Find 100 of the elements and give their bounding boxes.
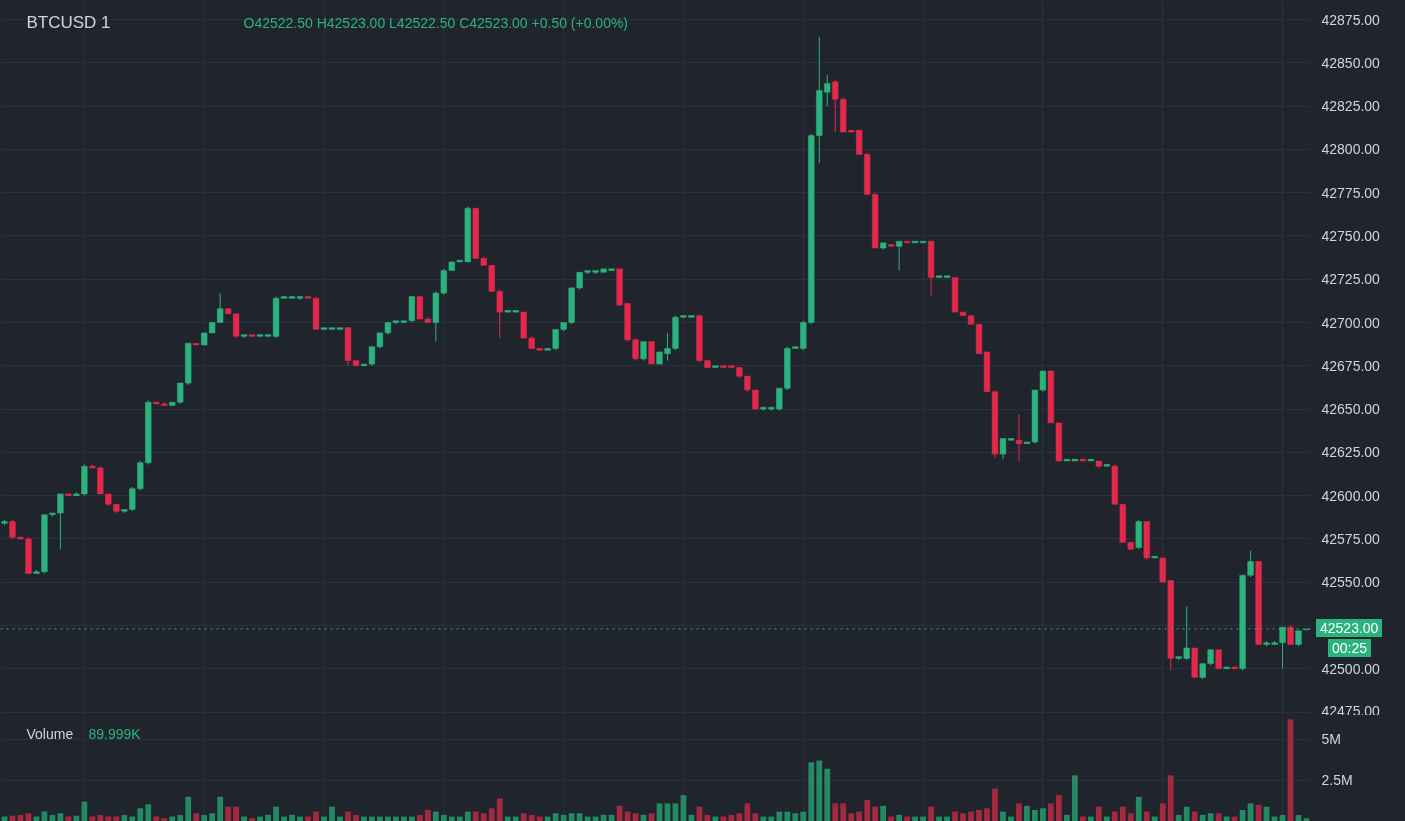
bar [1040, 808, 1046, 821]
y-tick-label: 42875.00 [1321, 11, 1381, 28]
bar [744, 803, 751, 821]
bar [856, 811, 863, 821]
bar [233, 806, 240, 821]
y-tick-label: 42600.00 [1321, 487, 1381, 504]
bar [137, 808, 144, 821]
y-tick-label: 42775.00 [1321, 184, 1381, 201]
bar [880, 805, 887, 821]
bar [1064, 814, 1070, 821]
bar [736, 813, 743, 821]
y-tick-label: 42650.00 [1321, 401, 1381, 418]
bar [129, 816, 136, 821]
bar [952, 811, 958, 821]
bar [345, 811, 351, 821]
bar [1167, 775, 1174, 821]
bar [1159, 803, 1166, 821]
bar [472, 811, 479, 821]
bar [121, 814, 128, 821]
bar [552, 813, 559, 821]
bar [209, 813, 216, 821]
bar [217, 796, 224, 821]
bar [768, 816, 775, 821]
bar [1087, 816, 1094, 821]
bar [544, 816, 551, 821]
bar [377, 816, 383, 821]
annotation: 89.999K [88, 725, 142, 742]
bar [488, 808, 495, 821]
bar [361, 816, 367, 821]
bar [1303, 818, 1310, 821]
bar [89, 816, 96, 821]
bar [281, 816, 287, 821]
y-tick-label: 42800.00 [1321, 141, 1381, 158]
bar [177, 814, 184, 821]
bar [512, 816, 519, 821]
bar [784, 811, 791, 821]
candlestick [896, 240, 903, 272]
bar [1191, 811, 1198, 821]
bar [800, 811, 807, 821]
bar [1223, 816, 1230, 821]
bar [1095, 806, 1102, 821]
bar [504, 816, 511, 821]
bar [401, 816, 407, 821]
y-tick-label: 42550.00 [1321, 574, 1381, 591]
bar [416, 814, 423, 821]
bar [1119, 806, 1126, 821]
bar [241, 816, 247, 821]
bar [169, 816, 176, 821]
bar [936, 816, 942, 821]
bar [568, 813, 575, 821]
bar [776, 811, 783, 821]
bar [113, 816, 120, 821]
bar [1071, 775, 1078, 821]
bar [329, 806, 335, 821]
bar [848, 813, 855, 821]
bar [424, 809, 431, 821]
bar [872, 806, 879, 821]
y-tick-label: 42575.00 [1321, 530, 1381, 547]
bar [353, 814, 359, 821]
bar [888, 816, 895, 821]
bar [792, 813, 799, 821]
bar [976, 809, 982, 821]
bar [1079, 816, 1086, 821]
bar [305, 816, 311, 821]
bar [832, 803, 839, 821]
y-tick-label: 42725.00 [1321, 271, 1381, 288]
bar [464, 811, 471, 821]
bar [225, 806, 232, 821]
y-tick-label: 2.5M [1321, 772, 1353, 789]
bar [912, 816, 918, 821]
bar [1000, 811, 1006, 821]
bar [1135, 796, 1142, 821]
bar [1103, 816, 1110, 821]
y-tick-label: 5M [1321, 731, 1341, 748]
bar [1048, 803, 1054, 821]
bar [840, 803, 847, 821]
y-tick-label: 42700.00 [1321, 314, 1381, 331]
bar [1056, 795, 1062, 821]
bar [145, 804, 152, 821]
bar [1175, 814, 1182, 821]
bar [536, 816, 543, 821]
bar [1111, 811, 1118, 821]
bar [185, 796, 192, 821]
bar [496, 798, 503, 821]
bar [1008, 816, 1014, 821]
bar [153, 816, 160, 821]
bar [161, 818, 168, 821]
bar [432, 811, 439, 821]
bar [968, 811, 974, 821]
bar [1199, 814, 1206, 821]
candlestick [648, 341, 655, 365]
bar [440, 814, 447, 821]
bar [1127, 813, 1134, 821]
bar [1143, 811, 1150, 821]
bar [1207, 813, 1214, 821]
bar [273, 806, 279, 821]
bar [105, 816, 112, 821]
bar [480, 813, 487, 821]
bar [904, 816, 910, 821]
bar [289, 814, 295, 821]
